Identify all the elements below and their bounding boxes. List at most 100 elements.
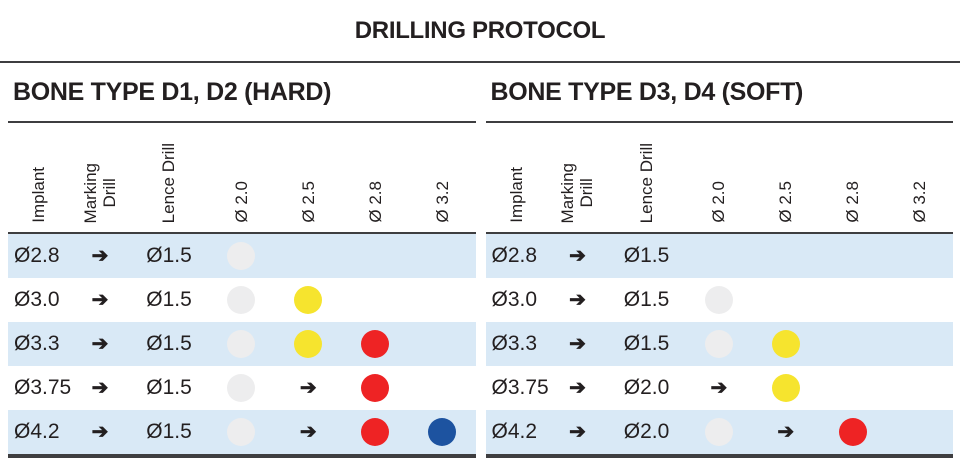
implant-value: Ø3.75	[491, 376, 549, 399]
arrow-icon: ➔	[91, 289, 109, 311]
drill-step-cell	[752, 374, 819, 402]
arrow-icon: ➔	[710, 377, 728, 399]
column-headers: Implant Marking Drill Lence Drill Ø 2.0 …	[485, 123, 953, 234]
yellow-dot-icon	[294, 330, 323, 358]
lence-drill-value: Ø1.5	[623, 332, 670, 355]
drill-step-cell	[208, 330, 275, 358]
tables-container: BONE TYPE D1, D2 (HARD) Implant Marking …	[0, 63, 960, 458]
drill-step-cell	[409, 418, 476, 446]
column-header-label: Implant	[506, 167, 526, 223]
implant-value: Ø2.8	[14, 244, 60, 267]
red-dot-icon	[361, 330, 390, 358]
gray-dot-icon	[227, 286, 256, 314]
column-header-label: Ø 2.0	[231, 181, 251, 223]
lence-drill-value: Ø1.5	[146, 288, 192, 311]
drill-step-cell	[275, 330, 342, 358]
arrow-icon: ➔	[777, 421, 795, 443]
arrow-icon: ➔	[91, 333, 109, 355]
table-row: Ø2.8 ➔ Ø1.5	[485, 234, 953, 278]
table-body: Ø2.8 ➔ Ø1.5 Ø3.0 ➔ Ø1.5 Ø3.3 ➔ Ø1.5	[8, 234, 476, 458]
table-row: Ø3.0 ➔ Ø1.5	[486, 278, 954, 322]
lence-drill-value: Ø2.0	[623, 376, 670, 399]
column-header-d25: Ø 2.5	[275, 123, 342, 232]
column-header-d28: Ø 2.8	[819, 123, 886, 232]
drill-step-cell	[342, 418, 409, 446]
lence-drill-value: Ø1.5	[623, 288, 670, 311]
arrow-icon: ➔	[569, 377, 586, 399]
page-title: DRILLING PROTOCOL	[354, 16, 606, 44]
table-row: Ø3.0 ➔ Ø1.5	[8, 278, 476, 322]
red-dot-icon	[361, 374, 390, 402]
column-header-d25: Ø 2.5	[752, 123, 819, 232]
drill-step-cell	[342, 374, 409, 402]
column-header-label: Ø 3.2	[910, 181, 930, 223]
yellow-dot-icon	[771, 374, 800, 402]
column-header-d32: Ø 3.2	[409, 123, 476, 232]
drill-step-cell	[342, 330, 409, 358]
gray-dot-icon	[227, 330, 256, 358]
drill-step-cell	[819, 418, 886, 446]
column-header-d20: Ø 2.0	[686, 123, 753, 232]
gray-dot-icon	[227, 418, 256, 446]
gray-dot-icon	[704, 418, 733, 446]
implant-value: Ø4.2	[14, 420, 60, 443]
section-header-soft: BONE TYPE D3, D4 (SOFT)	[485, 63, 953, 123]
column-header-label: Ø 2.8	[843, 181, 863, 223]
column-header-label: Marking Drill	[80, 162, 119, 223]
column-header-lence-drill: Lence Drill	[130, 123, 208, 232]
implant-value: Ø3.3	[14, 332, 60, 355]
column-header-d32: Ø 3.2	[886, 123, 953, 232]
column-header-marking-drill: Marking Drill	[70, 123, 130, 232]
drill-step-cell	[208, 374, 275, 402]
arrow-icon: ➔	[569, 333, 586, 355]
column-headers: Implant Marking Drill Lence Drill Ø 2.0 …	[8, 123, 476, 234]
arrow-icon: ➔	[569, 421, 586, 443]
drill-step-cell	[686, 286, 753, 314]
table-body: Ø2.8 ➔ Ø1.5 Ø3.0 ➔ Ø1.5 Ø3.3 ➔ Ø1.5	[485, 234, 954, 458]
arrow-icon: ➔	[91, 245, 109, 267]
arrow-icon: ➔	[569, 245, 586, 267]
column-header-label: Ø 2.0	[709, 181, 729, 223]
table-row: Ø3.3 ➔ Ø1.5	[8, 322, 476, 366]
column-header-label: Lence Drill	[636, 142, 656, 223]
drill-step-cell	[752, 330, 819, 358]
gray-dot-icon	[227, 242, 256, 270]
yellow-dot-icon	[294, 286, 323, 314]
gray-dot-icon	[704, 286, 733, 314]
column-header-label: Lence Drill	[159, 142, 179, 223]
table-row: Ø3.3 ➔ Ø1.5	[485, 322, 953, 366]
implant-value: Ø2.8	[491, 244, 538, 267]
arrow-icon: ➔	[91, 377, 109, 399]
drill-step-cell	[686, 330, 753, 358]
table-row: Ø4.2 ➔ Ø1.5 ➔	[8, 410, 476, 454]
column-header-label: Ø 3.2	[432, 181, 452, 223]
column-header-label: Ø 2.8	[365, 181, 385, 223]
lence-drill-value: Ø2.0	[623, 420, 670, 443]
implant-value: Ø3.3	[491, 332, 538, 355]
section-header-hard: BONE TYPE D1, D2 (HARD)	[8, 63, 476, 123]
lence-drill-value: Ø1.5	[146, 376, 192, 399]
arrow-icon: ➔	[569, 289, 586, 311]
arrow-icon: ➔	[91, 421, 109, 443]
drill-step-cell	[275, 286, 342, 314]
implant-value: Ø3.75	[14, 376, 72, 399]
drill-step-cell	[686, 418, 753, 446]
column-header-label: Ø 2.5	[298, 181, 318, 223]
table-row: Ø3.75 ➔ Ø2.0 ➔	[486, 366, 954, 410]
lence-drill-value: Ø1.5	[146, 420, 192, 443]
column-header-d28: Ø 2.8	[342, 123, 409, 232]
table-row: Ø4.2 ➔ Ø2.0 ➔	[485, 410, 953, 454]
column-header-label: Ø 2.5	[776, 181, 796, 223]
column-header-label: Implant	[29, 167, 49, 223]
column-header-label: Marking Drill	[558, 162, 597, 223]
gray-dot-icon	[704, 330, 733, 358]
arrow-icon: ➔	[299, 421, 317, 443]
lence-drill-value: Ø1.5	[146, 332, 192, 355]
table-row: Ø3.75 ➔ Ø1.5 ➔	[8, 366, 476, 410]
column-header-d20: Ø 2.0	[208, 123, 275, 232]
table-row: Ø2.8 ➔ Ø1.5	[8, 234, 476, 278]
drilling-table-soft: BONE TYPE D3, D4 (SOFT) Implant Marking …	[485, 63, 954, 458]
drilling-table-hard: BONE TYPE D1, D2 (HARD) Implant Marking …	[8, 63, 476, 458]
section-title: BONE TYPE D1, D2 (HARD)	[13, 77, 332, 106]
lence-drill-value: Ø1.5	[623, 244, 670, 267]
